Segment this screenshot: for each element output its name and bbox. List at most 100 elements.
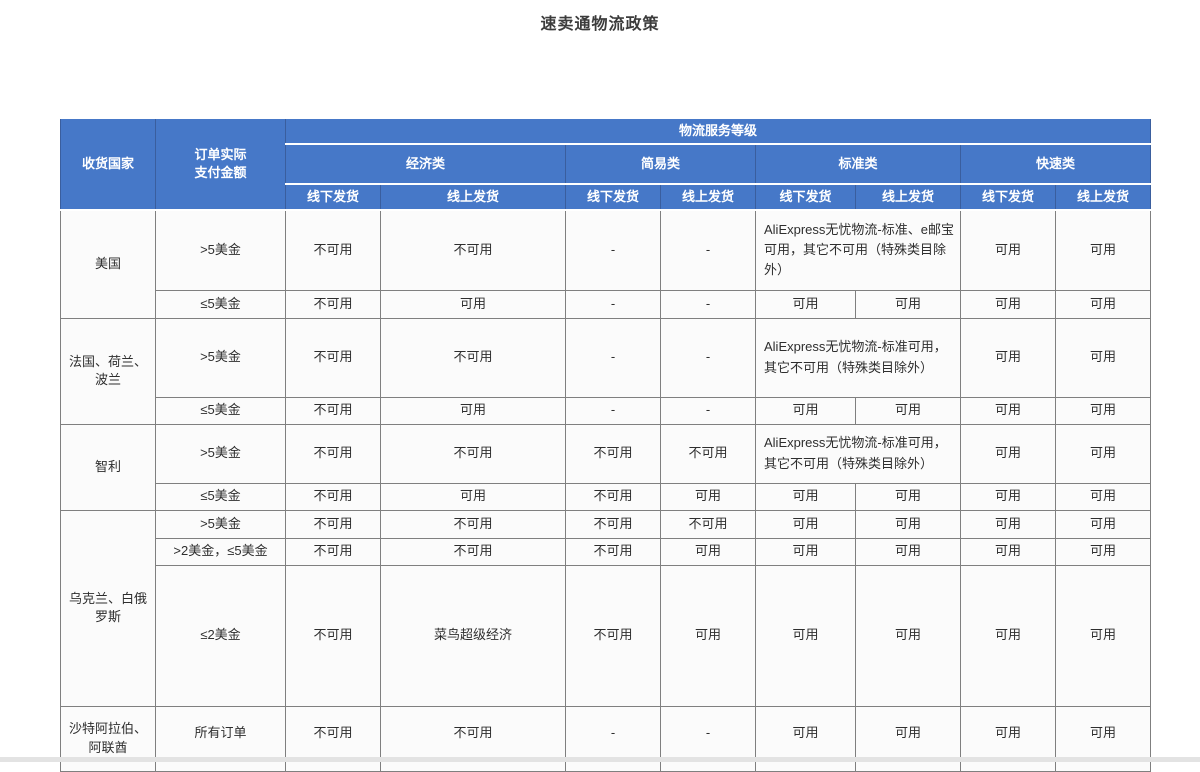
availability-cell: 可用 bbox=[755, 396, 856, 425]
availability-cell: 可用 bbox=[755, 289, 856, 319]
table-row: 美国 >5美金 不可用 不可用 - - AliExpress无忧物流-标准、e邮… bbox=[60, 209, 1152, 319]
availability-cell: 可用 bbox=[855, 564, 961, 707]
page-title: 速卖通物流政策 bbox=[540, 16, 660, 33]
availability-cell: 不可用 bbox=[380, 209, 566, 291]
country-cell: 智利 bbox=[60, 423, 156, 511]
availability-cell: 不可用 bbox=[380, 509, 566, 539]
availability-cell: 可用 bbox=[755, 705, 856, 762]
availability-cell: 可用 bbox=[960, 396, 1056, 425]
availability-cell: 可用 bbox=[755, 537, 856, 566]
empty-cell bbox=[660, 760, 756, 772]
availability-cell: 不可用 bbox=[285, 209, 381, 291]
header-economy-offline: 线下发货 bbox=[285, 183, 381, 211]
header-economy-online: 线上发货 bbox=[380, 183, 566, 211]
header-row-1: 收货国家 订单实际 支付金额 物流服务等级 bbox=[60, 117, 1152, 211]
availability-cell: 不可用 bbox=[285, 317, 381, 398]
header-express-online: 线上发货 bbox=[1054, 183, 1152, 211]
availability-cell: 不可用 bbox=[285, 482, 381, 511]
availability-cell: 可用 bbox=[380, 482, 566, 511]
availability-cell: 可用 bbox=[380, 289, 566, 319]
header-service-level: 物流服务等级 bbox=[284, 117, 1152, 145]
availability-cell: 不可用 bbox=[565, 537, 661, 566]
empty-cell bbox=[755, 760, 856, 772]
availability-cell: 不可用 bbox=[285, 423, 381, 484]
amount-cell: ≤5美金 bbox=[155, 396, 286, 425]
availability-cell: 可用 bbox=[855, 482, 961, 511]
availability-cell: - bbox=[660, 209, 756, 291]
table-row: 乌克兰、白俄罗斯 >5美金 不可用 不可用 不可用 不可用 可用 可用 可用 可… bbox=[60, 509, 1152, 707]
availability-cell: 可用 bbox=[1054, 396, 1152, 425]
availability-cell: - bbox=[660, 396, 756, 425]
availability-cell: 可用 bbox=[960, 209, 1056, 291]
availability-cell: 不可用 bbox=[565, 564, 661, 707]
availability-cell: 可用 bbox=[855, 509, 961, 539]
availability-cell: 可用 bbox=[380, 396, 566, 425]
policy-note-cell: AliExpress无忧物流-标准可用，其它不可用（特殊类目除外） bbox=[755, 317, 961, 398]
viewport-bottom-strip bbox=[0, 757, 1200, 762]
empty-cell bbox=[960, 760, 1056, 772]
availability-cell: 可用 bbox=[1054, 564, 1152, 707]
availability-cell: - bbox=[565, 289, 661, 319]
availability-cell: 可用 bbox=[1054, 317, 1152, 398]
availability-cell: 可用 bbox=[960, 705, 1056, 762]
availability-cell: 可用 bbox=[855, 705, 961, 762]
country-cell: 乌克兰、白俄罗斯 bbox=[60, 509, 156, 707]
header-category-simple: 简易类 bbox=[565, 143, 756, 185]
availability-cell: 可用 bbox=[1054, 705, 1152, 762]
availability-cell: 可用 bbox=[960, 289, 1056, 319]
availability-cell: 可用 bbox=[1054, 209, 1152, 291]
availability-cell: 可用 bbox=[960, 423, 1056, 484]
availability-cell: 可用 bbox=[855, 396, 961, 425]
table-row: 法国、荷兰、波兰 >5美金 不可用 不可用 - - AliExpress无忧物流… bbox=[60, 317, 1152, 425]
availability-cell: 不可用 bbox=[380, 317, 566, 398]
availability-cell: 不可用 bbox=[660, 509, 756, 539]
availability-cell: 可用 bbox=[755, 509, 856, 539]
availability-cell: - bbox=[660, 317, 756, 398]
amount-cell: ≤5美金 bbox=[155, 482, 286, 511]
header-amount-line1: 订单实际 bbox=[194, 147, 247, 163]
availability-cell: 不可用 bbox=[380, 705, 566, 762]
header-standard-online: 线上发货 bbox=[855, 183, 961, 211]
availability-cell: 可用 bbox=[960, 564, 1056, 707]
availability-cell: 不可用 bbox=[285, 564, 381, 707]
empty-cell bbox=[855, 760, 961, 772]
table-row: 沙特阿拉伯、阿联酋 所有订单 不可用 不可用 - - 可用 可用 可用 可用 bbox=[60, 705, 1152, 772]
empty-cell bbox=[565, 760, 661, 772]
availability-cell: 可用 bbox=[960, 509, 1056, 539]
table-row: 智利 >5美金 不可用 不可用 不可用 不可用 AliExpress无忧物流-标… bbox=[60, 423, 1152, 511]
availability-cell: 不可用 bbox=[285, 509, 381, 539]
table-row: >2美金，≤5美金 不可用 不可用 不可用 可用 可用 可用 可用 可用 bbox=[61, 537, 1152, 566]
amount-cell: >5美金 bbox=[155, 209, 286, 291]
availability-cell: - bbox=[565, 705, 661, 762]
table-row-partial bbox=[61, 760, 1152, 772]
availability-cell: 可用 bbox=[755, 564, 856, 707]
amount-cell: >5美金 bbox=[155, 317, 286, 398]
availability-cell: - bbox=[660, 705, 756, 762]
header-row-2: 经济类 简易类 标准类 快速类 bbox=[61, 143, 1152, 185]
amount-cell: 所有订单 bbox=[155, 705, 286, 762]
availability-cell: 可用 bbox=[1054, 509, 1152, 539]
header-simple-offline: 线下发货 bbox=[565, 183, 661, 211]
amount-cell: >5美金 bbox=[155, 509, 286, 539]
logistics-policy-table: 收货国家 订单实际 支付金额 物流服务等级 经济类 简易类 标准类 快速类 线下… bbox=[60, 117, 1152, 772]
availability-cell: 不可用 bbox=[660, 423, 756, 484]
availability-cell: - bbox=[660, 289, 756, 319]
availability-cell: - bbox=[565, 317, 661, 398]
availability-cell: - bbox=[565, 396, 661, 425]
availability-cell: 不可用 bbox=[565, 509, 661, 539]
availability-cell: 可用 bbox=[960, 482, 1056, 511]
header-category-economy: 经济类 bbox=[285, 143, 566, 185]
availability-cell: 可用 bbox=[960, 537, 1056, 566]
table-row: ≤2美金 不可用 菜鸟超级经济 不可用 可用 可用 可用 可用 可用 bbox=[61, 564, 1152, 707]
country-cell: 法国、荷兰、波兰 bbox=[60, 317, 156, 425]
availability-cell: 可用 bbox=[660, 482, 756, 511]
empty-cell bbox=[1054, 760, 1152, 772]
availability-cell: 不可用 bbox=[565, 482, 661, 511]
availability-cell: 不可用 bbox=[565, 423, 661, 484]
availability-cell: 可用 bbox=[755, 482, 856, 511]
availability-cell: 不可用 bbox=[285, 396, 381, 425]
availability-cell: 可用 bbox=[1054, 482, 1152, 511]
amount-cell: ≤2美金 bbox=[155, 564, 286, 707]
availability-cell: 可用 bbox=[660, 564, 756, 707]
table-row: ≤5美金 不可用 可用 不可用 可用 可用 可用 可用 可用 bbox=[61, 482, 1152, 511]
